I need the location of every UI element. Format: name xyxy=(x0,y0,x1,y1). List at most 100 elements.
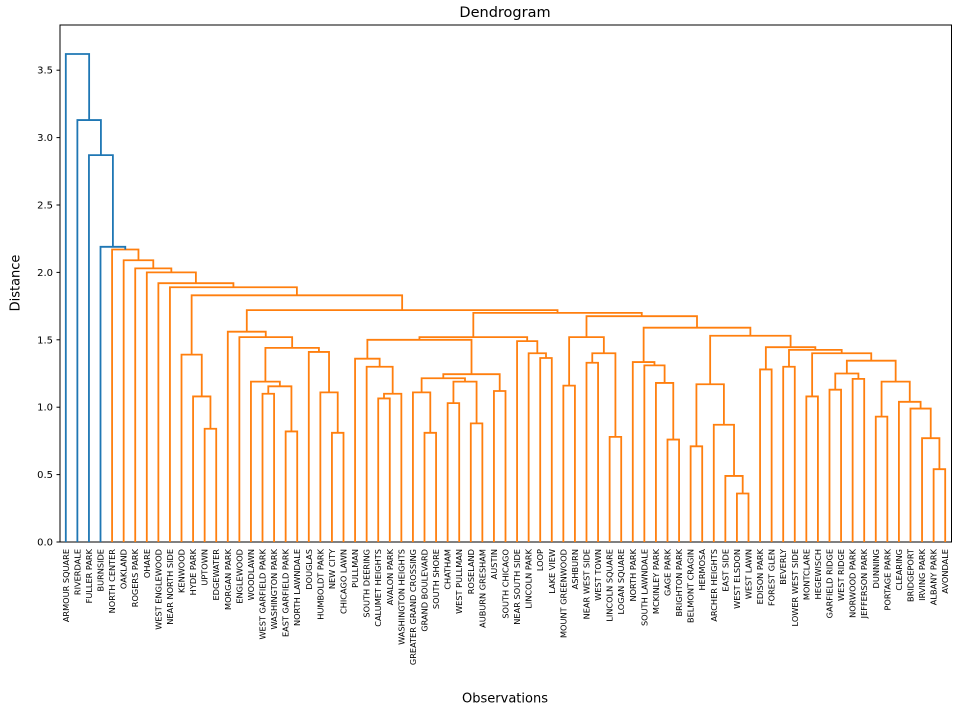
y-tick-label: 3.0 xyxy=(37,133,53,144)
dendrogram-link xyxy=(423,431,437,542)
x-tick-label: LOWER WEST SIDE xyxy=(790,549,800,626)
dendrogram-link xyxy=(539,357,553,542)
x-tick-label: MCKINLEY PARK xyxy=(651,548,661,614)
x-tick-label: CHICAGO LAWN xyxy=(339,549,349,614)
dendrogram-link xyxy=(585,315,698,338)
dendrogram-link xyxy=(834,372,860,390)
x-tick-label: NORWOOD PARK xyxy=(848,548,858,618)
x-tick-label: PULLMAN xyxy=(350,549,360,588)
dendrogram-link xyxy=(921,437,941,542)
x-tick-label: RIVERDALE xyxy=(72,549,82,595)
x-tick-label: SOUTH CHICAGO xyxy=(500,549,510,619)
dendrogram-link xyxy=(642,326,752,363)
x-tick-label: ROSELAND xyxy=(466,549,476,594)
dendrogram-link xyxy=(319,391,339,542)
dendrogram-link xyxy=(666,438,680,542)
dendrogram-link xyxy=(695,383,725,447)
y-tick-label: 0.5 xyxy=(37,470,53,481)
x-tick-label: GREATER GRAND CROSSING xyxy=(408,549,418,665)
dendrogram-link xyxy=(851,377,866,542)
x-tick-label: SOUTH LAWNDALE xyxy=(639,549,649,626)
dendrogram-link xyxy=(377,397,391,542)
x-tick-label: AUBURN GRESHAM xyxy=(477,549,487,628)
dendrogram-link xyxy=(192,395,212,542)
x-tick-label: AVALON PARK xyxy=(385,548,395,605)
x-tick-label: WEST LAWN xyxy=(743,549,753,599)
x-tick-label: GAGE PARK xyxy=(662,548,672,596)
x-tick-label: WEST ELSDON xyxy=(732,549,742,609)
x-tick-label: BURNSIDE xyxy=(96,549,106,592)
dendrogram-link xyxy=(782,365,796,542)
x-tick-label: BRIGHTON PARK xyxy=(674,548,684,616)
x-tick-label: EAST GARFIELD PARK xyxy=(281,548,291,637)
x-tick-label: EDISON PARK xyxy=(755,548,765,604)
x-tick-label: HEGEWISCH xyxy=(813,549,823,599)
x-tick-label: IRVING PARK xyxy=(917,548,927,600)
x-tick-label: LAKE VIEW xyxy=(547,549,557,594)
dendrogram-link xyxy=(759,368,773,542)
x-tick-label: WEST TOWN xyxy=(593,549,603,601)
x-tick-label: GARFIELD RIDGE xyxy=(824,549,834,618)
dendrogram-link xyxy=(689,445,704,542)
dendrogram-link xyxy=(712,423,735,542)
x-tick-label: NEW CITY xyxy=(327,548,337,589)
y-tick-label: 0.0 xyxy=(37,538,53,549)
dendrogram-link xyxy=(250,380,281,542)
dendrogram-link xyxy=(307,351,330,542)
dendrogram-link xyxy=(145,271,197,542)
x-tick-label: MOUNT GREENWOOD xyxy=(558,549,568,638)
dendrogram-link xyxy=(442,373,501,392)
x-tick-label: CLEARING xyxy=(894,549,904,591)
dendrogram-link xyxy=(261,392,275,542)
x-tick-label: MONTCLARE xyxy=(801,549,811,600)
x-tick-label: NORTH PARK xyxy=(628,548,638,601)
x-tick-label: EDGEWATER xyxy=(211,549,221,601)
x-tick-label: NEAR SOUTH SIDE xyxy=(512,549,522,625)
x-tick-label: ENGLEWOOD xyxy=(234,549,244,604)
dendrogram-link xyxy=(331,431,345,542)
x-tick-label: ROGERS PARK xyxy=(130,548,140,607)
dendrogram-link xyxy=(880,380,911,417)
x-tick-label: ARCHER HEIGHTS xyxy=(709,549,719,622)
x-tick-label: LOOP xyxy=(535,549,545,571)
x-tick-label: SOUTH DEERING xyxy=(362,549,372,618)
x-tick-label: UPTOWN xyxy=(200,549,210,586)
dendrogram-link xyxy=(828,388,842,542)
y-tick-label: 1.0 xyxy=(37,403,53,414)
x-tick-label: LINCOLN SQUARE xyxy=(605,549,615,622)
dendrogram-link xyxy=(608,435,623,542)
x-tick-label: NORTH LAWNDALE xyxy=(292,549,302,626)
dendrogram-link xyxy=(169,286,298,542)
x-tick-label: WASHINGTON HEIGHTS xyxy=(396,549,406,645)
x-tick-label: CALUMET HEIGHTS xyxy=(373,549,383,627)
x-tick-label: DUNNING xyxy=(871,549,881,588)
x-tick-label: ASHBURN xyxy=(570,549,580,589)
dendrogram-link xyxy=(562,384,576,542)
dendrogram-link xyxy=(383,392,403,542)
y-tick-label: 1.5 xyxy=(37,335,53,346)
dendrogram-link xyxy=(446,402,461,542)
x-tick-label: OHARE xyxy=(142,549,152,578)
x-tick-label: LINCOLN PARK xyxy=(524,548,534,608)
x-tick-label: BELMONT CRAGIN xyxy=(686,549,696,623)
x-tick-label: WEST PULLMAN xyxy=(454,549,464,614)
dendrogram-link xyxy=(469,422,484,542)
dendrogram-link xyxy=(591,352,617,437)
dendrogram-link xyxy=(527,352,547,542)
x-tick-label: BRIDGEPORT xyxy=(905,548,915,602)
dendrogram-link xyxy=(655,382,675,542)
dendrogram-link xyxy=(516,340,539,542)
x-tick-label: GRAND BOULEVARD xyxy=(420,549,430,632)
y-tick-label: 2.5 xyxy=(37,201,53,212)
dendrogram-link xyxy=(203,427,218,542)
x-tick-label: CHATHAM xyxy=(443,549,453,590)
x-tick-label: NEAR WEST SIDE xyxy=(581,549,591,619)
x-axis-label: Observations xyxy=(462,691,548,707)
x-tick-label: MORGAN PARK xyxy=(223,548,233,610)
dendrogram-link xyxy=(805,395,819,542)
x-tick-label: AUSTIN xyxy=(489,549,499,579)
dendrogram-link xyxy=(724,475,744,542)
dendrogram-link xyxy=(366,338,473,375)
